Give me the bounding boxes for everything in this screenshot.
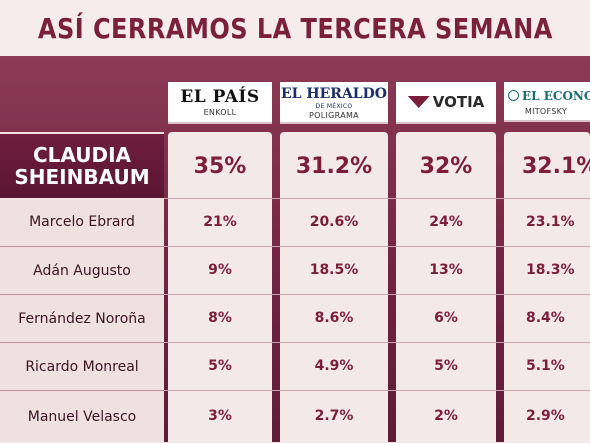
votia-mark-icon (407, 96, 430, 108)
table-cell: 2.9% (526, 408, 565, 424)
el-economista-logo: EL ECONOM (508, 87, 590, 105)
table-cell: 5% (208, 358, 232, 374)
candidate-name: Ricardo Monreal (0, 342, 164, 391)
header-el-economista: EL ECONOM MITOFSKY (504, 82, 590, 122)
candidate-name: Adán Augusto (0, 246, 164, 295)
table-cell: 2% (434, 408, 458, 424)
leader-last-name: SHEINBAUM (14, 165, 150, 189)
header-votia: VOTIA (396, 82, 496, 124)
table-cell: 8.4% (526, 310, 565, 326)
candidate-name: Fernández Noroña (0, 294, 164, 343)
table-cell: 24% (429, 214, 463, 230)
table-cell: 8% (208, 310, 232, 326)
economista-wordmark: EL ECONOM (522, 88, 590, 103)
row-divider (164, 342, 590, 343)
row-divider (164, 294, 590, 295)
table-cell: 21% (203, 214, 237, 230)
pollster-name: POLIGRAMA (309, 110, 359, 120)
row-divider (164, 246, 590, 247)
pollster-name: ENKOLL (203, 107, 237, 117)
row-divider (164, 390, 590, 391)
table-cell: 2.7% (314, 408, 354, 424)
economista-mark-icon (508, 89, 519, 101)
table-cell: 18.5% (309, 262, 359, 278)
el-heraldo-logo: EL HERALDO (281, 85, 387, 102)
table-cell: 5% (434, 358, 458, 374)
leader-first-name: CLAUDIA (32, 143, 132, 167)
table-cell: 6% (434, 310, 458, 326)
votia-wordmark: VOTIA (432, 93, 485, 111)
el-pais-logo: EL PAÍS (180, 86, 260, 107)
table-cell: 20.6% (309, 214, 359, 230)
table-cell: 5.1% (526, 358, 565, 374)
table-cell: 9% (208, 262, 232, 278)
table-cell: 8.6% (314, 310, 354, 326)
leader-value-el-pais: 35% (193, 153, 247, 179)
row-divider (164, 198, 590, 199)
title-band: ASÍ CERRAMOS LA TERCERA SEMANA (0, 0, 590, 56)
leader-value-el-economista: 32.1% (522, 153, 590, 179)
header-el-heraldo: EL HERALDO DE MÉXICO POLIGRAMA (280, 82, 388, 124)
table-cell: 4.9% (314, 358, 354, 374)
votia-logo: VOTIA (407, 93, 485, 111)
page-title: ASÍ CERRAMOS LA TERCERA SEMANA (37, 11, 553, 45)
leader-name: CLAUDIA SHEINBAUM (0, 134, 164, 198)
leader-value-el-heraldo: 31.2% (295, 153, 373, 179)
candidate-name: Manuel Velasco (0, 390, 164, 443)
table-cell: 18.3% (526, 262, 575, 278)
table-cell: 3% (208, 408, 232, 424)
pollster-name: MITOFSKY (524, 106, 568, 116)
header-el-pais: EL PAÍS ENKOLL (168, 82, 272, 124)
outlet-subtitle: DE MÉXICO (315, 102, 353, 110)
table-cell: 13% (429, 262, 463, 278)
candidate-name: Marcelo Ebrard (29, 214, 135, 230)
table-cell: 23.1% (526, 214, 575, 230)
leader-value-votia: 32% (419, 153, 473, 179)
